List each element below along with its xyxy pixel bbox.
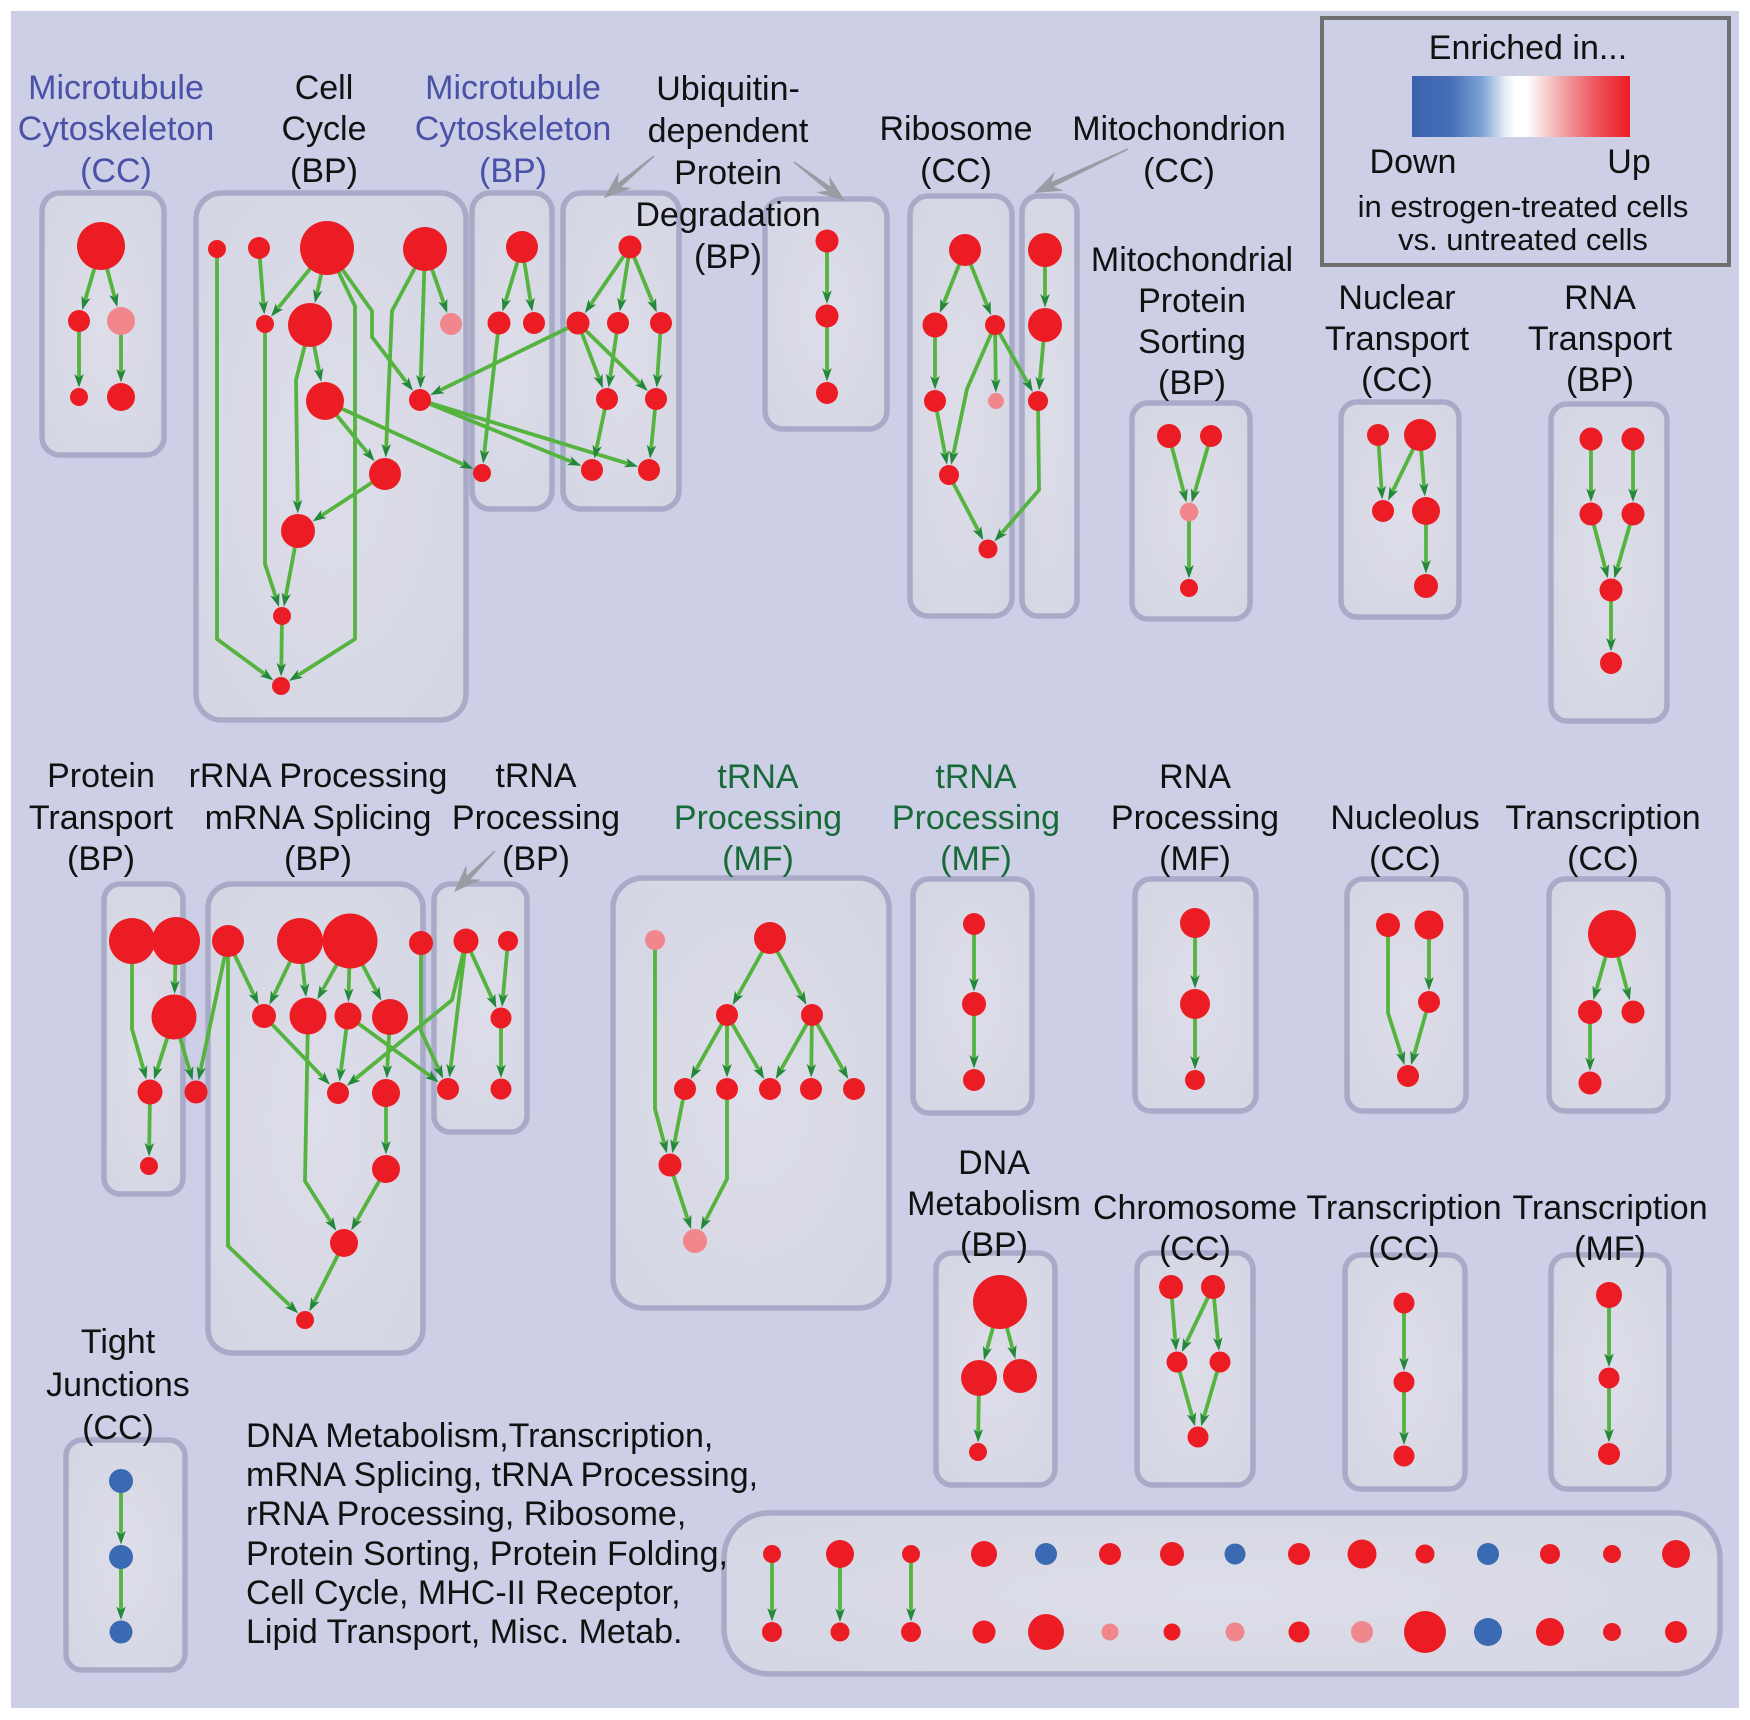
svg-text:Cell Cycle, MHC-II Receptor,: Cell Cycle, MHC-II Receptor,	[246, 1574, 681, 1612]
svg-text:Sorting: Sorting	[1138, 323, 1246, 361]
svg-text:(BP): (BP)	[479, 152, 547, 190]
svg-text:tRNA: tRNA	[717, 758, 799, 796]
svg-text:(CC): (CC)	[82, 1409, 154, 1447]
svg-text:RNA: RNA	[1159, 758, 1231, 796]
svg-text:Ribosome: Ribosome	[879, 110, 1032, 148]
svg-text:(BP): (BP)	[284, 840, 352, 878]
svg-text:Cell: Cell	[295, 69, 354, 107]
svg-text:Cytoskeleton: Cytoskeleton	[415, 110, 612, 148]
svg-text:RNA: RNA	[1564, 279, 1636, 317]
svg-text:Protein Sorting, Protein Foldi: Protein Sorting, Protein Folding,	[246, 1535, 728, 1573]
svg-text:(MF): (MF)	[1574, 1230, 1646, 1268]
svg-text:(MF): (MF)	[722, 840, 794, 878]
svg-text:Up: Up	[1607, 143, 1650, 181]
svg-text:(CC): (CC)	[1368, 1230, 1440, 1268]
svg-text:Transport: Transport	[1325, 320, 1470, 358]
svg-text:Enriched in...: Enriched in...	[1429, 29, 1627, 67]
svg-text:Transport: Transport	[29, 799, 174, 837]
svg-text:vs. untreated cells: vs. untreated cells	[1398, 222, 1648, 257]
svg-text:Down: Down	[1370, 143, 1457, 181]
svg-text:Protein: Protein	[47, 757, 155, 795]
svg-text:Transport: Transport	[1528, 320, 1673, 358]
svg-text:Processing: Processing	[674, 799, 842, 837]
svg-text:Protein: Protein	[674, 154, 782, 192]
svg-text:(BP): (BP)	[1566, 361, 1634, 399]
svg-text:(CC): (CC)	[1143, 152, 1215, 190]
svg-text:in estrogen-treated cells: in estrogen-treated cells	[1358, 189, 1689, 224]
svg-text:mRNA Splicing, tRNA Processing: mRNA Splicing, tRNA Processing,	[246, 1456, 758, 1494]
svg-text:(BP): (BP)	[960, 1226, 1028, 1264]
svg-text:Transcription: Transcription	[1512, 1189, 1707, 1227]
svg-text:(BP): (BP)	[694, 238, 762, 276]
svg-text:Tight: Tight	[81, 1323, 156, 1361]
svg-text:Lipid Transport, Misc. Metab.: Lipid Transport, Misc. Metab.	[246, 1613, 683, 1651]
svg-text:Degradation: Degradation	[635, 196, 820, 234]
svg-text:dependent: dependent	[648, 112, 809, 150]
svg-text:(BP): (BP)	[290, 152, 358, 190]
svg-text:(BP): (BP)	[1158, 364, 1226, 402]
svg-text:Mitochondrial: Mitochondrial	[1091, 241, 1293, 279]
svg-text:tRNA: tRNA	[495, 757, 577, 795]
svg-text:(BP): (BP)	[502, 840, 570, 878]
svg-text:DNA: DNA	[958, 1144, 1030, 1182]
svg-text:Processing: Processing	[1111, 799, 1279, 837]
svg-text:DNA Metabolism,Transcription,: DNA Metabolism,Transcription,	[246, 1417, 713, 1455]
svg-text:(CC): (CC)	[1369, 840, 1441, 878]
svg-text:Cytoskeleton: Cytoskeleton	[18, 110, 215, 148]
svg-text:Junctions: Junctions	[46, 1366, 190, 1404]
svg-text:Ubiquitin-: Ubiquitin-	[656, 70, 800, 108]
svg-text:Mitochondrion: Mitochondrion	[1072, 110, 1286, 148]
svg-text:(CC): (CC)	[1567, 840, 1639, 878]
svg-text:mRNA Splicing: mRNA Splicing	[205, 799, 432, 837]
svg-text:(BP): (BP)	[67, 840, 135, 878]
svg-text:rRNA Processing: rRNA Processing	[189, 757, 448, 795]
svg-text:Transcription: Transcription	[1505, 799, 1700, 837]
svg-text:Processing: Processing	[452, 799, 620, 837]
svg-text:(CC): (CC)	[80, 152, 152, 190]
svg-text:(CC): (CC)	[1361, 361, 1433, 399]
svg-text:(MF): (MF)	[940, 840, 1012, 878]
svg-text:tRNA: tRNA	[935, 758, 1017, 796]
svg-text:Processing: Processing	[892, 799, 1060, 837]
svg-text:Nuclear: Nuclear	[1338, 279, 1455, 317]
svg-text:rRNA Processing, Ribosome,: rRNA Processing, Ribosome,	[246, 1495, 686, 1533]
svg-text:Nucleolus: Nucleolus	[1330, 799, 1479, 837]
svg-text:(CC): (CC)	[920, 152, 992, 190]
svg-text:Metabolism: Metabolism	[907, 1185, 1081, 1223]
svg-text:Chromosome: Chromosome	[1093, 1189, 1297, 1227]
svg-text:(CC): (CC)	[1159, 1230, 1231, 1268]
svg-text:Microtubule: Microtubule	[28, 69, 204, 107]
svg-text:Microtubule: Microtubule	[425, 69, 601, 107]
svg-text:Transcription: Transcription	[1306, 1189, 1501, 1227]
svg-text:(MF): (MF)	[1159, 840, 1231, 878]
svg-text:Protein: Protein	[1138, 282, 1246, 320]
svg-text:Cycle: Cycle	[281, 110, 366, 148]
